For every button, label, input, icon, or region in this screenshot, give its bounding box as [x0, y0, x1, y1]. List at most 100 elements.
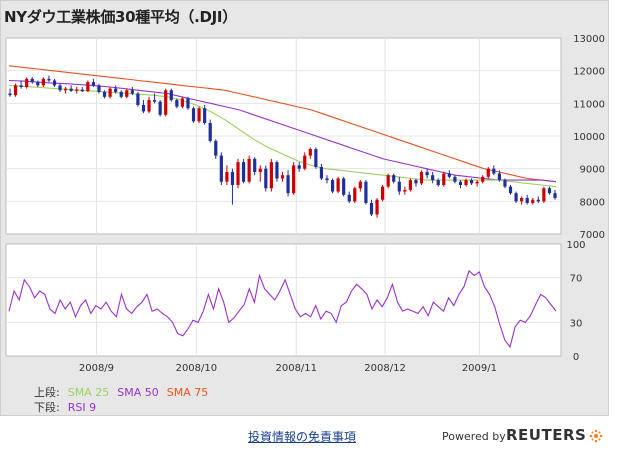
candle-body: [236, 162, 240, 185]
candle-body: [314, 149, 318, 168]
legend-lower-label: 下段:: [34, 401, 60, 414]
candle-body: [364, 181, 368, 203]
candle-body: [280, 175, 285, 179]
candle-body: [102, 91, 107, 97]
disclaimer-link[interactable]: 投資情報の免責事項: [248, 430, 357, 444]
candle-body: [475, 181, 479, 184]
candle-body: [520, 198, 524, 202]
candle-body: [158, 101, 162, 115]
candle-body: [175, 100, 179, 107]
candle-body: [514, 193, 518, 202]
candle-body: [392, 175, 396, 182]
reuters-logo-text: REUTERS: [506, 426, 587, 444]
candle-body: [214, 140, 218, 156]
candle-body: [308, 149, 312, 156]
candle-body: [286, 175, 290, 194]
legend-lower: 下段: RSI 9: [34, 399, 104, 415]
price-y-tick-label: 9000: [580, 165, 605, 176]
candle-body: [180, 98, 184, 107]
candle-body: [436, 180, 440, 185]
candle-body: [414, 180, 418, 184]
candle-body: [80, 89, 84, 92]
candle-body: [19, 85, 23, 87]
candle-body: [30, 78, 34, 83]
candle-body: [508, 186, 513, 194]
candle-body: [547, 188, 552, 194]
legend-sma25: SMA 25: [67, 386, 110, 399]
candle-body: [375, 199, 379, 215]
price-y-tick-label: 10000: [573, 132, 605, 143]
candle-body: [469, 180, 474, 184]
candle-body: [486, 168, 490, 177]
candle-body: [36, 82, 40, 86]
candle-body: [303, 155, 307, 169]
rsi-y-tick-label: 70: [570, 274, 583, 285]
candle-body: [542, 188, 546, 202]
candle-body: [442, 173, 446, 185]
candle-body: [8, 93, 12, 96]
candle-body: [75, 89, 79, 91]
candle-body: [431, 175, 435, 181]
sma75-line: [8, 65, 557, 183]
candle-body: [108, 88, 112, 97]
x-tick-label: 2008/12: [364, 363, 406, 374]
legend-sma50: SMA 50: [117, 386, 159, 399]
candle-body: [208, 122, 212, 141]
price-y-tick-label: 11000: [573, 99, 605, 110]
candle-body: [353, 188, 357, 202]
candle-body: [230, 171, 235, 185]
candle-body: [503, 180, 507, 187]
candle-body: [152, 100, 157, 102]
reuters-dots-icon: [589, 429, 603, 443]
candle-body: [381, 186, 385, 200]
candle-body: [125, 90, 129, 97]
candle-body: [325, 178, 329, 181]
candle-body: [408, 180, 413, 190]
candle-body: [69, 88, 73, 91]
candle-body: [497, 173, 501, 181]
candle-body: [147, 100, 151, 112]
candle-body: [369, 202, 374, 215]
candle-body: [264, 168, 268, 189]
candle-body: [275, 162, 279, 179]
candle-body: [13, 85, 18, 96]
candle-body: [447, 173, 451, 177]
price-y-tick-label: 8000: [580, 197, 605, 208]
candle-body: [297, 165, 301, 169]
candle-body: [130, 90, 134, 94]
x-tick-label: 2008/10: [176, 363, 218, 374]
legend-sma75: SMA 75: [166, 386, 209, 399]
candle-body: [114, 88, 118, 92]
candle-body: [525, 198, 529, 203]
candle-body: [91, 82, 96, 86]
candle-body: [458, 181, 463, 185]
candle-body: [425, 171, 429, 176]
candle-body: [58, 85, 62, 91]
candle-body: [25, 78, 29, 87]
candle-body: [336, 178, 340, 192]
candle-body: [136, 93, 140, 105]
legend-upper: 上段: SMA 25 SMA 50 SMA 75: [34, 384, 216, 400]
candle-body: [464, 180, 468, 185]
candle-body: [492, 168, 496, 174]
candle-body: [191, 108, 196, 122]
candle-body: [553, 193, 557, 199]
rsi-y-tick-label: 30: [570, 318, 583, 329]
legend-upper-label: 上段:: [34, 386, 60, 399]
candle-body: [141, 104, 146, 112]
candle-body: [531, 199, 535, 203]
candle-body: [269, 162, 273, 189]
chart-title: NYダウ工業株価30種平均（.DJI）: [4, 8, 237, 26]
rsi-line: [8, 269, 557, 349]
price-y-tick-label: 7000: [580, 230, 605, 241]
candle-body: [397, 181, 401, 192]
candle-body: [241, 162, 246, 182]
candle-body: [186, 98, 190, 109]
candle-body: [258, 168, 262, 172]
candle-body: [169, 90, 173, 101]
candle-body: [292, 165, 296, 194]
candle-body: [203, 108, 207, 123]
candle-body: [386, 175, 390, 187]
candle-body: [342, 178, 346, 195]
